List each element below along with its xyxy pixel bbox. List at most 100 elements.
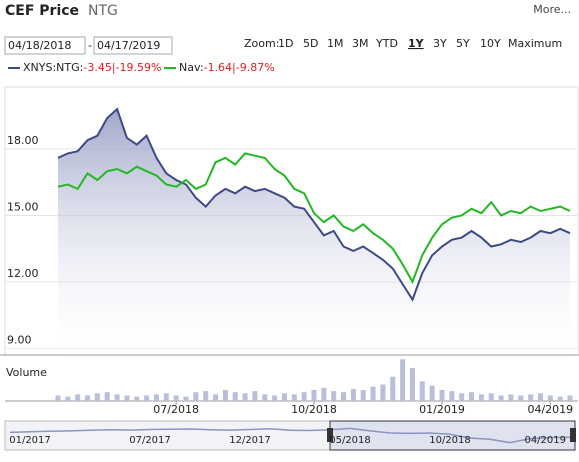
volume-bar xyxy=(281,393,287,401)
volume-bar xyxy=(124,395,130,401)
navigator-label: 12/2017 xyxy=(229,435,271,446)
volume-bar xyxy=(104,392,110,401)
volume-bar xyxy=(341,392,347,401)
volume-bar xyxy=(85,395,91,401)
zoom-button[interactable]: 1Y xyxy=(408,37,425,50)
volume-bar xyxy=(478,394,484,401)
zoom-button[interactable]: YTD xyxy=(375,37,398,50)
volume-bar xyxy=(75,394,81,401)
volume-bar xyxy=(272,395,278,401)
x-tick-label: 10/2018 xyxy=(291,403,337,416)
volume-bar xyxy=(518,395,524,401)
volume-bar xyxy=(134,396,140,401)
volume-bar xyxy=(163,393,169,401)
volume-bar xyxy=(469,392,475,401)
volume-bar xyxy=(144,395,150,401)
volume-bar xyxy=(390,376,396,401)
price-line xyxy=(57,152,571,285)
x-tick-label: 04/2019 xyxy=(527,403,573,416)
volume-bar xyxy=(459,393,465,401)
volume-bar xyxy=(173,395,179,401)
y-tick-label: 15.00 xyxy=(7,200,39,213)
navigator-handle[interactable] xyxy=(327,428,333,442)
navigator-handle[interactable] xyxy=(570,428,576,442)
legend-change: -1.64|-9.87% xyxy=(204,61,275,74)
volume-bar xyxy=(291,394,297,401)
volume-bar xyxy=(242,393,248,401)
volume-bar xyxy=(400,359,406,401)
volume-bar xyxy=(537,393,543,401)
y-tick-label: 12.00 xyxy=(7,267,39,280)
volume-bar xyxy=(55,395,61,401)
ticker: NTG xyxy=(88,3,118,19)
navigator-line xyxy=(9,427,571,444)
volume-bar xyxy=(94,393,100,401)
volume-bar xyxy=(262,394,268,401)
navigator-label: 04/2019 xyxy=(524,435,566,446)
start-date: 04/18/2018 xyxy=(8,39,71,52)
legend-change: -3.45|-19.59% xyxy=(83,61,161,74)
start-date-input[interactable] xyxy=(4,36,86,55)
volume-bar xyxy=(114,394,120,401)
volume-bar xyxy=(222,390,228,401)
volume-bar xyxy=(370,386,376,401)
navigator-label: 07/2017 xyxy=(129,435,171,446)
end-date-input[interactable] xyxy=(93,36,173,55)
volume-bar xyxy=(439,390,445,401)
volume-label: Volume xyxy=(6,366,47,379)
zoom-button[interactable]: 10Y xyxy=(480,37,501,50)
price-area xyxy=(58,109,570,355)
volume-bar xyxy=(557,396,563,401)
zoom-button[interactable]: 1M xyxy=(327,37,344,50)
end-date: 04/17/2019 xyxy=(97,39,160,52)
legend-name: Nav: xyxy=(179,61,204,74)
zoom-button[interactable]: 1D xyxy=(278,37,293,50)
volume-bar xyxy=(429,385,435,401)
volume-bar xyxy=(301,392,307,401)
volume-bar xyxy=(350,388,356,401)
volume-bar xyxy=(567,395,573,401)
zoom-button[interactable]: 5D xyxy=(303,37,318,50)
volume-bar xyxy=(449,391,455,401)
navigator-label: 10/2018 xyxy=(429,435,471,446)
zoom-button[interactable]: 5Y xyxy=(456,37,470,50)
zoom-button[interactable]: 3Y xyxy=(433,37,447,50)
volume-bar xyxy=(380,384,386,401)
volume-bar xyxy=(321,387,327,401)
volume-bar xyxy=(488,393,494,401)
volume-bar xyxy=(419,381,425,401)
navigator-label: 01/2017 xyxy=(9,435,51,446)
volume-bar xyxy=(65,396,71,401)
legend-name: XNYS:NTG: xyxy=(23,61,83,74)
date-separator: - xyxy=(88,39,92,52)
volume-bar xyxy=(508,394,514,401)
volume-bar xyxy=(409,368,415,401)
volume-bar xyxy=(183,396,189,401)
volume-bar xyxy=(311,390,317,401)
volume-bar xyxy=(153,394,159,401)
volume-bar xyxy=(213,394,219,401)
volume-bar xyxy=(360,390,366,401)
volume-bar xyxy=(252,391,258,401)
zoom-button[interactable]: Maximum xyxy=(508,37,562,50)
volume-bar xyxy=(203,391,209,401)
price-line xyxy=(57,107,571,302)
y-tick-label: 18.00 xyxy=(7,134,39,147)
volume-bar xyxy=(498,395,504,401)
x-tick-label: 01/2019 xyxy=(419,403,465,416)
y-tick-label: 9.00 xyxy=(7,333,32,346)
title: CEF Price xyxy=(5,3,79,19)
legend-entry: XNYS:NTG:-3.45|-19.59% xyxy=(23,61,161,74)
volume-bar xyxy=(331,391,337,401)
x-tick-label: 07/2018 xyxy=(153,403,199,416)
volume-bar xyxy=(232,392,238,401)
more-link[interactable]: More... xyxy=(533,3,571,16)
zoom-label: Zoom: xyxy=(244,37,279,50)
volume-bar xyxy=(193,392,199,401)
volume-bar xyxy=(547,395,553,401)
navigator-label: 05/2018 xyxy=(329,435,371,446)
legend-entry: Nav:-1.64|-9.87% xyxy=(179,61,275,74)
volume-bar xyxy=(528,394,534,401)
zoom-button[interactable]: 3M xyxy=(352,37,369,50)
